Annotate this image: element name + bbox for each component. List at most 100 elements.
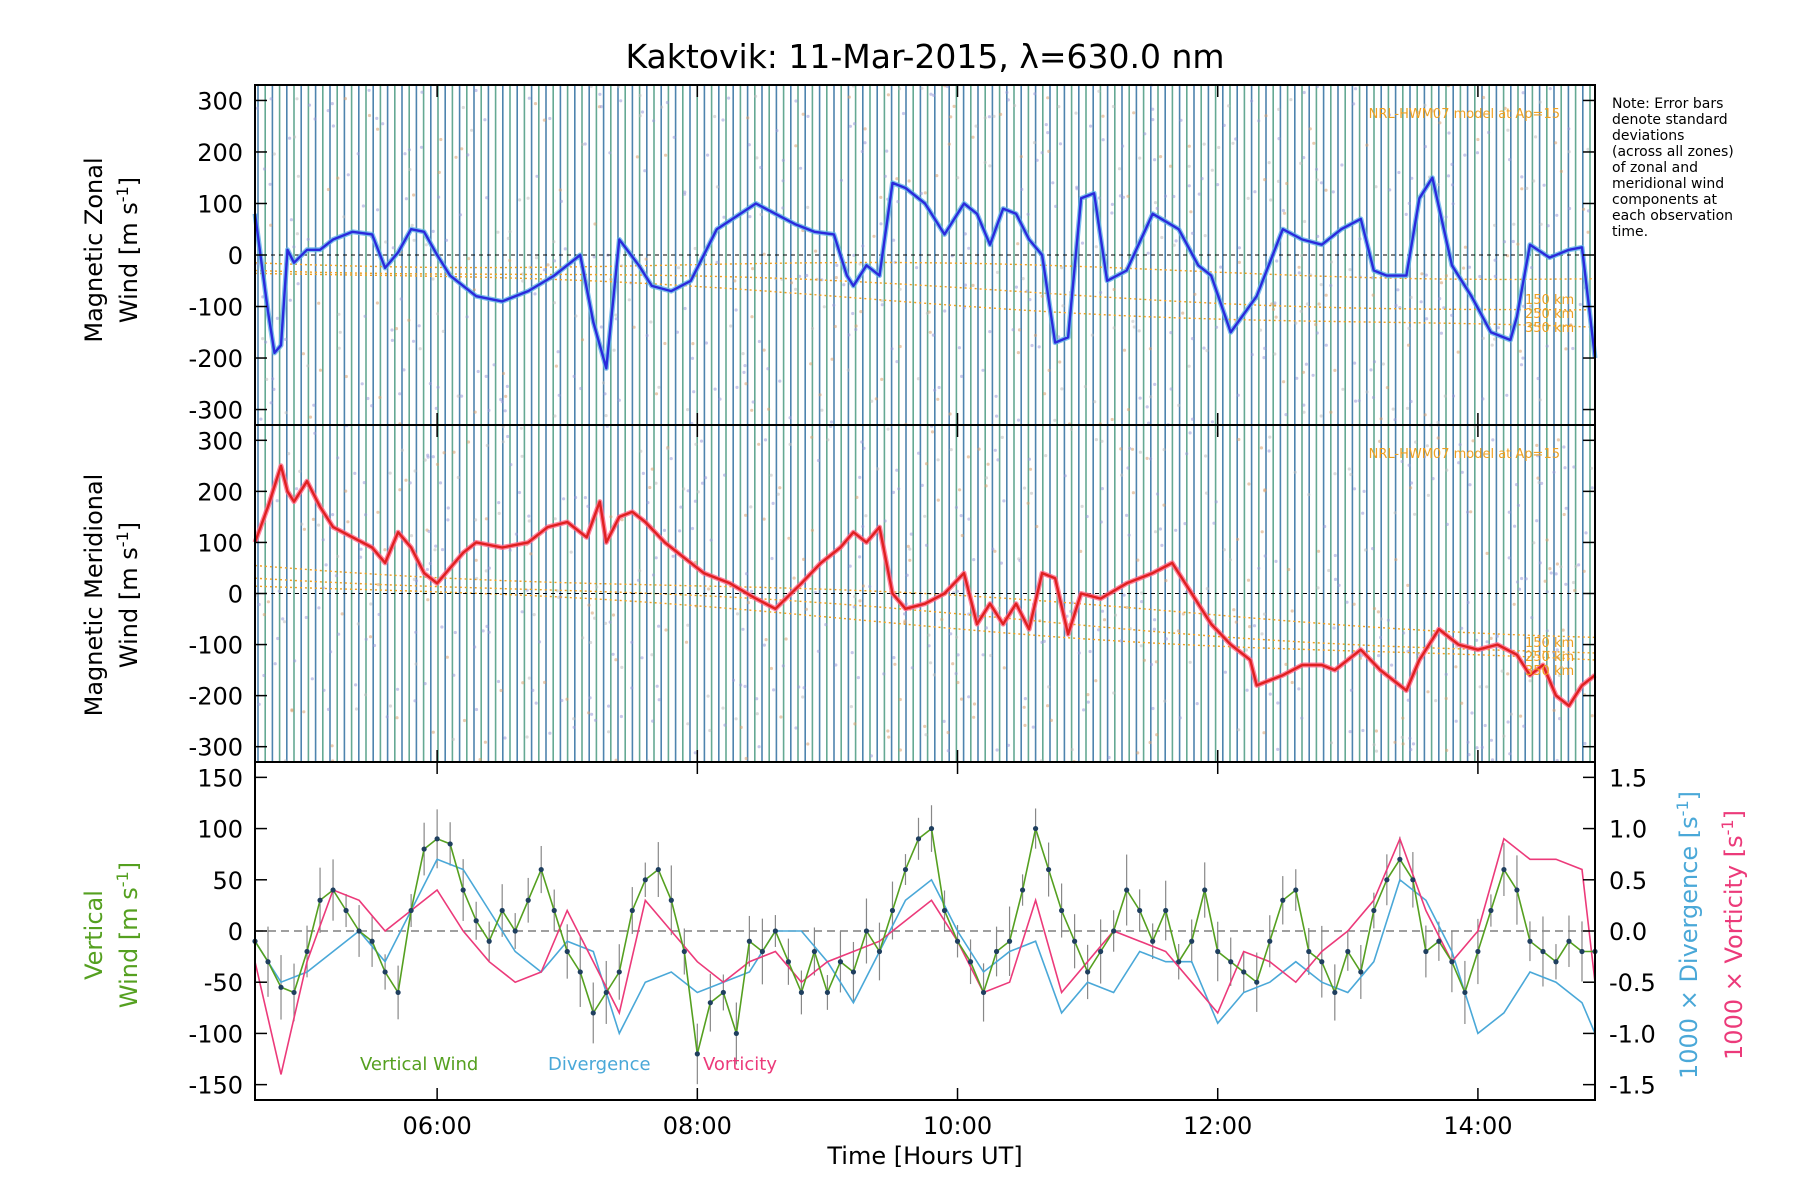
zonal-zone-point: [288, 298, 292, 302]
divergence-ylabel-main: 1000 × Divergence [s: [1675, 816, 1703, 1079]
meridional-zone-point: [404, 478, 408, 482]
zonal-zone-point: [1319, 414, 1323, 418]
meridional-zone-point: [527, 519, 531, 523]
meridional-zone-point: [276, 636, 280, 641]
meridional-zone-point: [1023, 723, 1027, 728]
meridional-zone-point: [1333, 472, 1337, 476]
vertical-wind-point: [1045, 866, 1052, 873]
meridional-zone-point: [1042, 639, 1046, 644]
zonal-zone-point: [1047, 149, 1051, 153]
zonal-zone-point: [750, 315, 754, 319]
zonal-zone-point: [420, 90, 424, 94]
meridional-zone-point: [519, 426, 523, 430]
meridional-zone-point: [1082, 708, 1086, 712]
meridional-zone-point: [462, 718, 467, 723]
zonal-zone-point: [1153, 382, 1157, 386]
zonal-zone-point: [296, 174, 300, 178]
zonal-zone-point: [988, 330, 992, 334]
divergence-ylabel-sup: -1: [1673, 800, 1692, 816]
meridional-zone-point: [1483, 723, 1487, 728]
zonal-zone-point: [781, 158, 785, 162]
zonal-zone-point: [503, 409, 507, 413]
zonal-zone-point: [1153, 158, 1157, 162]
zonal-zone-point: [283, 337, 288, 341]
vertical-wind-point: [473, 918, 479, 924]
zonal-zone-point: [1250, 99, 1254, 103]
note-line: (across all zones): [1612, 144, 1734, 160]
zonal-zone-point: [1215, 325, 1219, 329]
meridional-zone-point: [1244, 648, 1249, 652]
meridional-zone-point: [1425, 444, 1429, 448]
zonal-zone-point: [1564, 347, 1568, 351]
zonal-zone-point: [518, 198, 522, 202]
vertical-wind-point: [1358, 969, 1364, 975]
zonal-zone-point: [734, 308, 738, 312]
meridional-zone-point: [1223, 670, 1227, 674]
zonal-zone-point: [1371, 395, 1376, 400]
meridional-zone-point: [1205, 587, 1209, 591]
zonal-ytick-label: 300: [197, 87, 243, 115]
meridional-zone-point: [1262, 731, 1266, 735]
zonal-zone-point: [1545, 344, 1549, 348]
meridional-zone-point: [1262, 612, 1267, 616]
zonal-zone-point: [1131, 319, 1135, 323]
zonal-zone-point: [1554, 141, 1558, 145]
zonal-ytick-label: 0: [228, 242, 243, 270]
zonal-zone-point: [1490, 343, 1494, 347]
zonal-zone-point: [1277, 137, 1281, 141]
zonal-zone-point: [962, 306, 966, 310]
zonal-zone-point: [870, 399, 874, 403]
zonal-zone-point: [1317, 302, 1321, 306]
zonal-zone-point: [852, 253, 856, 257]
meridional-zone-point: [991, 547, 995, 551]
meridional-zone-point: [1554, 572, 1558, 576]
meridional-zone-point: [1131, 491, 1135, 495]
meridional-zone-point: [1379, 617, 1383, 621]
zonal-zone-point: [1193, 292, 1197, 296]
vertical-wind-point: [369, 938, 375, 944]
meridional-zone-point: [749, 505, 753, 509]
zonal-zone-point: [580, 338, 585, 342]
zonal-zone-point: [483, 118, 487, 122]
meridional-zone-point: [1085, 514, 1089, 519]
meridional-zone-point: [864, 514, 868, 518]
meridional-zone-point: [1046, 704, 1050, 708]
meridional-zone-point: [886, 729, 890, 733]
zonal-zone-point: [635, 155, 640, 159]
meridional-zone-point: [517, 490, 522, 495]
meridional-zone-point: [984, 476, 989, 480]
zonal-zone-point: [1019, 155, 1023, 159]
vertical-wind-point: [902, 866, 909, 873]
meridional-zone-point: [949, 448, 953, 452]
meridional-zone-point: [1540, 481, 1544, 485]
vertical-wind-point: [668, 897, 674, 903]
zonal-zone-point: [1060, 387, 1064, 391]
zonal-zone-point: [1046, 131, 1050, 135]
vertical-ylabel: Vertical Wind [m s-1]: [80, 862, 143, 1008]
meridional-zone-point: [646, 501, 650, 505]
meridional-zone-point: [1337, 583, 1341, 587]
meridional-zone-point: [1088, 649, 1092, 654]
meridional-zone-point: [364, 693, 368, 697]
zonal-model-curves: [254, 261, 1596, 328]
zonal-zone-point: [527, 96, 531, 100]
meridional-zone-point: [334, 574, 338, 578]
meridional-zone-point: [1287, 567, 1291, 572]
note-line: of zonal and: [1612, 160, 1698, 176]
zonal-zone-point: [269, 223, 273, 227]
meridional-zone-point: [1548, 567, 1552, 571]
zonal-zone-point: [949, 115, 953, 119]
meridional-zone-point: [1212, 521, 1216, 525]
zonal-zone-point: [1112, 326, 1116, 330]
meridional-zone-point: [359, 547, 363, 551]
x-tick-label: 08:00: [663, 1112, 732, 1140]
vertical-wind-point: [356, 928, 362, 934]
meridional-zone-point: [764, 638, 768, 642]
meridional-zone-point: [956, 653, 960, 657]
meridional-zone-point: [996, 458, 1000, 462]
meridional-zone-point: [1406, 698, 1410, 702]
meridional-zone-point: [474, 558, 478, 562]
meridional-zone-point: [1475, 638, 1479, 642]
zonal-zone-point: [1143, 132, 1147, 136]
meridional-zone-point: [451, 737, 455, 742]
